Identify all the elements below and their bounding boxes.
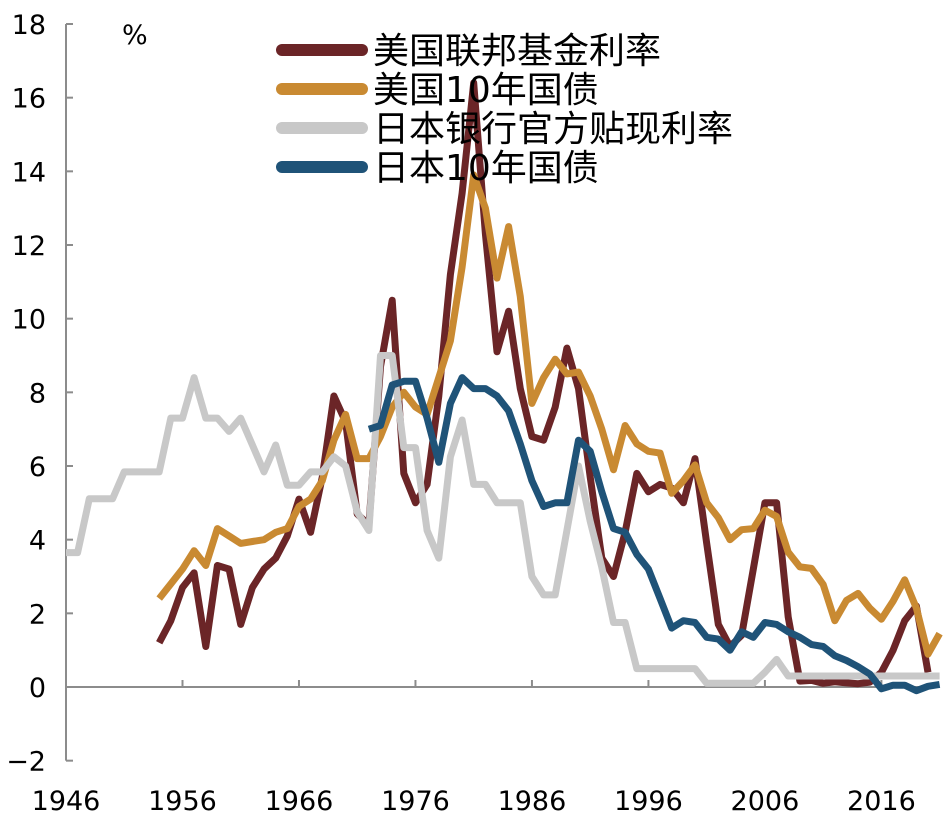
legend-label-1: 美国联邦基金利率 bbox=[373, 31, 661, 72]
y-tick-label: −2 bbox=[6, 747, 46, 778]
y-tick-label: 10 bbox=[12, 305, 46, 336]
x-tick-label: 2006 bbox=[731, 786, 800, 817]
y-tick-label: 8 bbox=[29, 378, 46, 409]
x-tick-label: 1956 bbox=[148, 786, 217, 817]
legend-label-4: 日本10年国债 bbox=[373, 148, 599, 189]
x-tick-label: 1966 bbox=[265, 786, 334, 817]
x-tick-label: 1976 bbox=[381, 786, 450, 817]
y-tick-label: 18 bbox=[12, 10, 46, 41]
y-tick-label: 12 bbox=[12, 231, 46, 262]
legend-label-3: 日本银行官方贴现利率 bbox=[373, 109, 733, 150]
series-layer bbox=[66, 79, 943, 695]
series-line-2 bbox=[156, 171, 943, 658]
series-line-1 bbox=[156, 79, 932, 688]
x-tick-label: 1996 bbox=[614, 786, 683, 817]
y-tick-label: 6 bbox=[29, 452, 46, 483]
y-tick-label: 0 bbox=[29, 673, 46, 704]
series-line-4 bbox=[367, 374, 941, 695]
y-tick-label: 16 bbox=[12, 84, 46, 115]
x-tick-label: 2016 bbox=[847, 786, 916, 817]
x-tick-label: 1946 bbox=[32, 786, 101, 817]
y-unit-label: % bbox=[122, 20, 148, 51]
legend-label-2: 美国10年国债 bbox=[373, 70, 599, 111]
x-tick-label: 1986 bbox=[498, 786, 567, 817]
axes-layer: −2 0 2 4 6 8 10 12 14 16 18 1946 1956 1966 1976 1986 199… bbox=[6, 10, 935, 817]
series-line-3 bbox=[66, 352, 940, 687]
y-tick-label: 2 bbox=[29, 599, 46, 630]
y-tick-label: 4 bbox=[29, 526, 46, 557]
y-tick-label: 14 bbox=[12, 157, 46, 188]
